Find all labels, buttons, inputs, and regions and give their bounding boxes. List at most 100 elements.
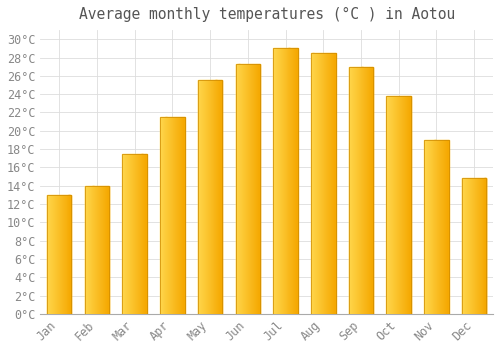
Bar	[240, 64, 241, 314]
Bar	[438, 140, 439, 314]
Bar	[210, 80, 211, 314]
Bar	[316, 53, 317, 314]
Bar	[312, 53, 313, 314]
Bar	[314, 53, 315, 314]
Bar	[403, 96, 404, 314]
Bar	[354, 67, 355, 314]
Bar	[432, 140, 433, 314]
Bar	[123, 154, 124, 314]
Bar	[280, 48, 281, 314]
Bar	[198, 80, 222, 314]
Bar	[199, 80, 200, 314]
Bar	[85, 186, 86, 314]
Bar	[485, 178, 486, 314]
Bar	[353, 67, 354, 314]
Bar	[472, 178, 473, 314]
Bar	[349, 67, 350, 314]
Bar	[98, 186, 99, 314]
Bar	[410, 96, 411, 314]
Bar	[180, 117, 181, 314]
Bar	[276, 48, 277, 314]
Bar	[386, 96, 387, 314]
Bar	[52, 195, 53, 314]
Bar	[484, 178, 485, 314]
Bar	[284, 48, 285, 314]
Bar	[386, 96, 411, 314]
Bar	[295, 48, 296, 314]
Bar	[311, 53, 312, 314]
Bar	[367, 67, 368, 314]
Bar	[463, 178, 464, 314]
Bar	[175, 117, 176, 314]
Bar	[59, 195, 60, 314]
Bar	[122, 154, 123, 314]
Bar	[200, 80, 201, 314]
Bar	[201, 80, 202, 314]
Bar	[254, 64, 255, 314]
Bar	[220, 80, 221, 314]
Bar	[209, 80, 210, 314]
Bar	[67, 195, 68, 314]
Bar	[355, 67, 356, 314]
Bar	[286, 48, 287, 314]
Bar	[313, 53, 314, 314]
Bar	[481, 178, 482, 314]
Bar	[408, 96, 409, 314]
Bar	[169, 117, 170, 314]
Bar	[162, 117, 163, 314]
Bar	[71, 195, 72, 314]
Bar	[444, 140, 445, 314]
Bar	[275, 48, 276, 314]
Bar	[274, 48, 275, 314]
Bar	[86, 186, 87, 314]
Bar	[55, 195, 56, 314]
Bar	[50, 195, 51, 314]
Bar	[53, 195, 54, 314]
Bar	[424, 140, 425, 314]
Bar	[204, 80, 205, 314]
Bar	[478, 178, 479, 314]
Bar	[427, 140, 428, 314]
Bar	[447, 140, 448, 314]
Bar	[358, 67, 359, 314]
Bar	[167, 117, 168, 314]
Bar	[291, 48, 292, 314]
Bar	[251, 64, 252, 314]
Bar	[69, 195, 70, 314]
Bar	[251, 64, 252, 314]
Bar	[462, 178, 463, 314]
Bar	[388, 96, 389, 314]
Bar	[124, 154, 125, 314]
Bar	[317, 53, 318, 314]
Bar	[363, 67, 364, 314]
Bar	[65, 195, 66, 314]
Bar	[211, 80, 212, 314]
Bar	[249, 64, 250, 314]
Bar	[161, 117, 162, 314]
Bar	[206, 80, 207, 314]
Bar	[469, 178, 470, 314]
Bar	[473, 178, 474, 314]
Bar	[170, 117, 171, 314]
Bar	[54, 195, 55, 314]
Bar	[475, 178, 476, 314]
Bar	[236, 64, 260, 314]
Bar	[144, 154, 145, 314]
Bar	[440, 140, 441, 314]
Bar	[445, 140, 446, 314]
Bar	[198, 80, 199, 314]
Bar	[466, 178, 467, 314]
Bar	[97, 186, 98, 314]
Bar	[474, 178, 475, 314]
Bar	[237, 64, 238, 314]
Bar	[322, 53, 323, 314]
Bar	[181, 117, 182, 314]
Bar	[183, 117, 184, 314]
Bar	[360, 67, 361, 314]
Bar	[405, 96, 406, 314]
Bar	[131, 154, 132, 314]
Bar	[398, 96, 400, 314]
Bar	[238, 64, 239, 314]
Bar	[104, 186, 105, 314]
Bar	[404, 96, 405, 314]
